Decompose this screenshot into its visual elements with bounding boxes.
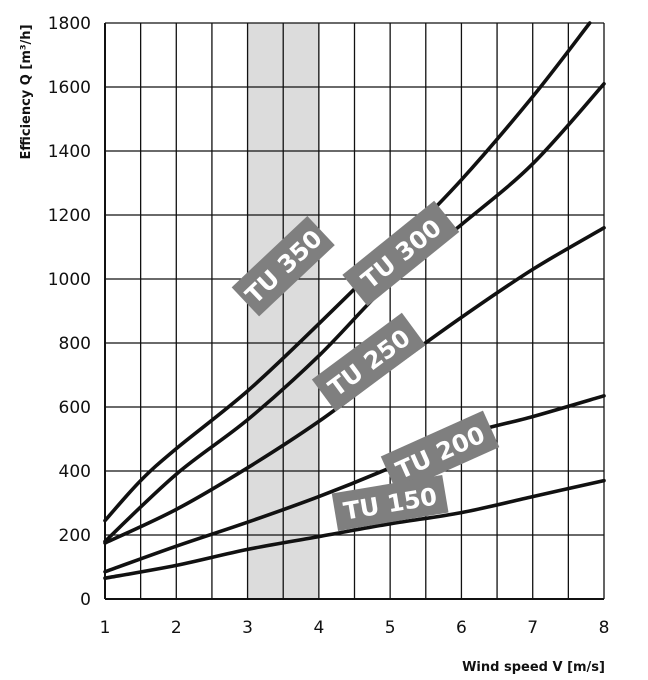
y-tick-label: 1200 (48, 206, 91, 226)
series-line-tu-150 (103, 478, 606, 580)
x-tick-label: 8 (599, 618, 610, 638)
y-axis-title: Efficiency Q [m³/h] (19, 24, 34, 159)
series-label-box (342, 200, 460, 307)
series-line-tu-300 (103, 82, 606, 544)
x-axis-title: Wind speed V [m/s] (462, 660, 605, 675)
x-tick-label: 3 (242, 618, 253, 638)
y-tick-label: 600 (59, 398, 91, 418)
y-tick-label: 1600 (48, 78, 91, 98)
series-label-box (231, 215, 335, 317)
series-label-box (311, 312, 426, 412)
y-tick-label: 1800 (48, 14, 91, 34)
x-tick-label: 5 (385, 618, 396, 638)
series-label-box (331, 474, 449, 532)
y-tick-label: 1400 (48, 142, 91, 162)
x-tick-label: 7 (527, 618, 538, 638)
x-tick-label: 1 (100, 618, 111, 638)
series-label-box (380, 410, 500, 493)
y-tick-label: 400 (59, 462, 91, 482)
y-tick-label: 200 (59, 526, 91, 546)
series-label-tu-250: TU 250 (311, 312, 426, 412)
y-tick-label: 0 (80, 590, 91, 610)
series-label-tu-300: TU 300 (342, 200, 460, 307)
series-line-tu-200 (103, 394, 606, 574)
x-tick-label: 4 (313, 618, 324, 638)
y-tick-label: 800 (59, 334, 91, 354)
x-tick-label: 6 (456, 618, 467, 638)
axis-layer (104, 23, 604, 600)
tick-label-layer: 0 200 400 600 800 1000 1200 1400 1600 1800 1 2 3 4 5 6 7… (48, 14, 610, 638)
x-tick-label: 2 (171, 618, 182, 638)
grid-layer (105, 22, 605, 599)
series-line-tu-350 (103, 21, 592, 523)
y-tick-label: 1000 (48, 270, 91, 290)
